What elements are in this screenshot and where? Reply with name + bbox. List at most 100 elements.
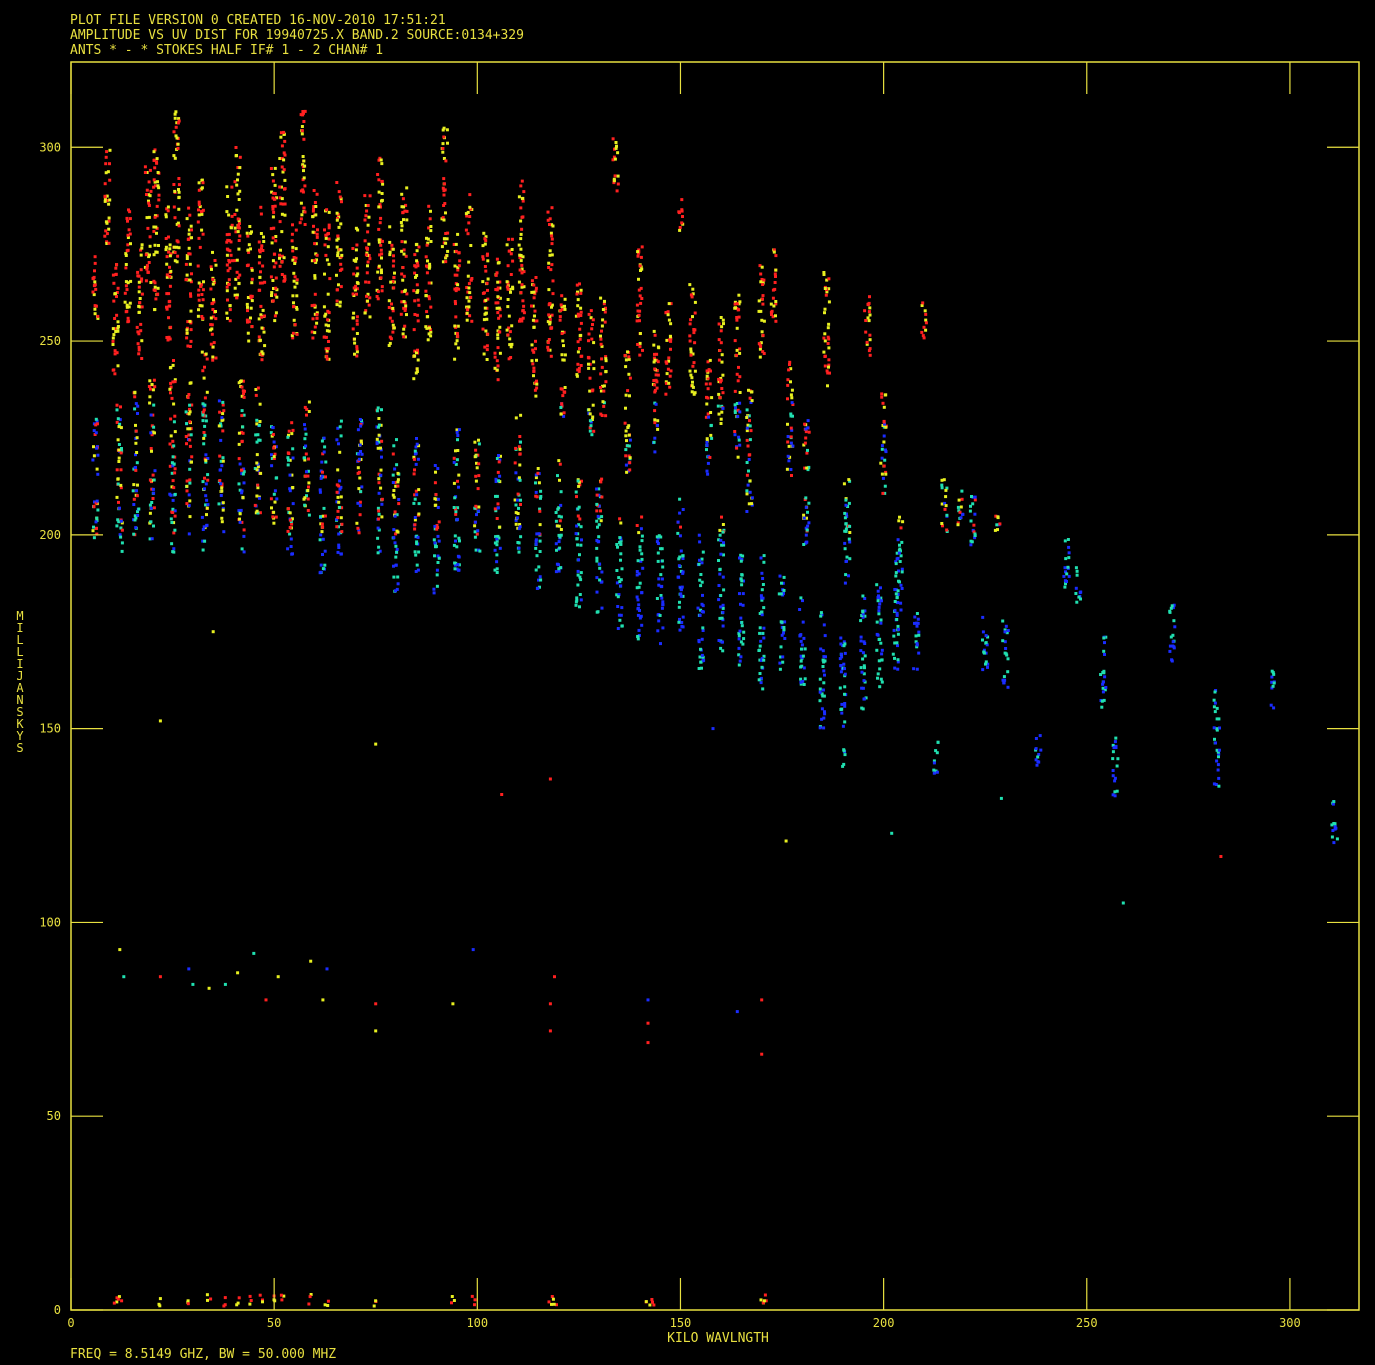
data-point <box>860 686 864 690</box>
data-point <box>826 371 830 375</box>
data-point <box>822 336 826 340</box>
data-point <box>721 530 725 534</box>
data-point <box>482 291 486 295</box>
data-point <box>1171 644 1175 648</box>
data-point <box>103 234 107 238</box>
data-point <box>172 130 176 134</box>
data-point <box>237 509 241 513</box>
data-point <box>758 631 762 635</box>
data-point <box>1064 570 1067 574</box>
data-point <box>823 307 827 311</box>
data-point <box>416 358 420 362</box>
data-point <box>196 264 200 268</box>
data-point <box>661 600 665 604</box>
data-point <box>415 442 419 446</box>
data-point <box>147 180 151 184</box>
data-point <box>134 526 138 530</box>
data-point <box>600 324 604 328</box>
data-point <box>395 548 399 551</box>
data-point <box>392 528 396 532</box>
data-point <box>791 444 795 448</box>
data-point <box>335 303 339 307</box>
data-point <box>414 553 418 557</box>
data-point <box>863 666 866 670</box>
data-point <box>94 423 98 427</box>
data-point <box>758 264 762 268</box>
data-point <box>188 410 192 414</box>
data-point <box>592 360 596 364</box>
data-point <box>454 510 458 514</box>
data-point <box>587 362 590 366</box>
data-point <box>640 515 644 519</box>
data-point <box>303 184 307 188</box>
data-point <box>655 358 659 362</box>
data-point <box>637 288 641 292</box>
data-point <box>158 719 162 723</box>
data-point <box>313 242 317 246</box>
data-point <box>134 423 137 427</box>
data-point <box>876 589 880 593</box>
data-point <box>750 502 754 506</box>
data-point <box>761 302 765 306</box>
data-point <box>558 318 562 322</box>
data-point <box>187 232 191 236</box>
data-point <box>896 592 900 596</box>
data-point <box>286 507 290 511</box>
data-point <box>722 588 726 592</box>
data-point <box>778 661 782 665</box>
data-point <box>514 446 518 450</box>
data-point <box>534 286 538 290</box>
data-point <box>750 399 754 403</box>
data-point <box>273 183 277 187</box>
data-point <box>139 322 143 326</box>
data-point <box>201 528 205 531</box>
data-point <box>325 357 329 361</box>
data-point <box>351 247 355 250</box>
data-point <box>600 329 603 333</box>
data-point <box>522 190 526 194</box>
data-point <box>483 306 487 310</box>
data-point <box>301 113 305 117</box>
data-point <box>200 178 204 182</box>
data-point <box>292 301 295 305</box>
data-point <box>636 254 640 258</box>
data-point <box>505 285 509 289</box>
data-point <box>377 240 381 244</box>
data-point <box>187 393 191 396</box>
data-point <box>376 297 380 301</box>
data-point <box>403 289 407 293</box>
data-point <box>560 294 564 298</box>
data-point <box>197 236 201 240</box>
data-point <box>761 577 765 580</box>
data-point <box>315 253 319 257</box>
data-point <box>378 203 382 207</box>
data-point <box>559 412 563 416</box>
data-point <box>173 116 177 120</box>
data-point <box>550 234 554 238</box>
data-point <box>153 214 157 218</box>
data-point <box>402 335 406 339</box>
data-point <box>533 314 536 318</box>
data-point <box>360 452 364 456</box>
data-point <box>249 247 252 251</box>
data-point <box>653 358 657 362</box>
data-point <box>359 424 363 428</box>
data-point <box>535 554 539 558</box>
data-point <box>200 209 204 213</box>
data-point <box>355 350 359 354</box>
data-point <box>147 215 151 219</box>
data-point <box>883 458 887 462</box>
data-point <box>115 420 119 424</box>
data-point <box>824 293 828 297</box>
data-point <box>326 1299 330 1303</box>
data-point <box>378 221 382 225</box>
data-point <box>828 371 831 375</box>
data-point <box>532 369 536 373</box>
data-point <box>495 517 499 520</box>
data-point <box>843 720 847 724</box>
data-point <box>429 281 433 285</box>
data-point <box>867 319 871 323</box>
data-point <box>235 296 239 300</box>
data-point <box>595 502 599 506</box>
data-point <box>625 444 629 448</box>
